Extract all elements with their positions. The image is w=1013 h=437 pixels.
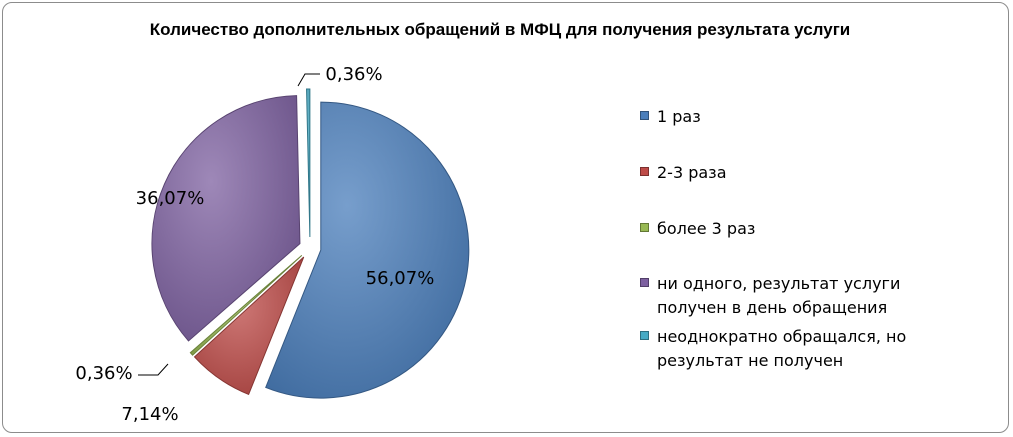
legend-swatch-3 <box>640 223 649 232</box>
legend-swatch-5 <box>640 331 649 340</box>
pie-slice-1 <box>265 101 470 399</box>
legend-item-4: ни одного, результат услуги получен в де… <box>640 272 947 320</box>
legend-swatch-4 <box>640 278 649 287</box>
pie-slice-5 <box>306 88 311 238</box>
legend-swatch-1 <box>640 111 649 120</box>
data-label-5: 0,36% <box>325 64 382 85</box>
legend-label-4: ни одного, результат услуги получен в де… <box>657 274 901 317</box>
pie-slice-2 <box>193 256 305 396</box>
chart-title: Количество дополнительных обращений в МФ… <box>149 20 851 39</box>
legend-item-1: 1 раз <box>640 105 947 129</box>
leader-line-5 <box>297 73 320 87</box>
data-label-2: 7,14% <box>121 404 178 425</box>
pie-slice-3 <box>189 254 303 356</box>
data-label-3: 0,36% <box>75 363 132 384</box>
legend-item-2: 2-3 раза <box>640 161 947 185</box>
data-label-1: 56,07% <box>366 268 435 289</box>
legend-item-5: неоднократно обращался, но результат не … <box>640 325 947 373</box>
legend-item-3: более 3 раз <box>640 217 947 241</box>
legend-swatch-2 <box>640 167 649 176</box>
legend-label-2: 2-3 раза <box>657 163 727 182</box>
data-label-4: 36,07% <box>136 188 205 209</box>
legend-label-5: неоднократно обращался, но результат не … <box>657 327 907 370</box>
pie-slice-4 <box>151 95 301 342</box>
legend-label-1: 1 раз <box>657 107 701 126</box>
leader-line-3 <box>138 363 169 376</box>
legend-label-3: более 3 раз <box>657 219 756 238</box>
